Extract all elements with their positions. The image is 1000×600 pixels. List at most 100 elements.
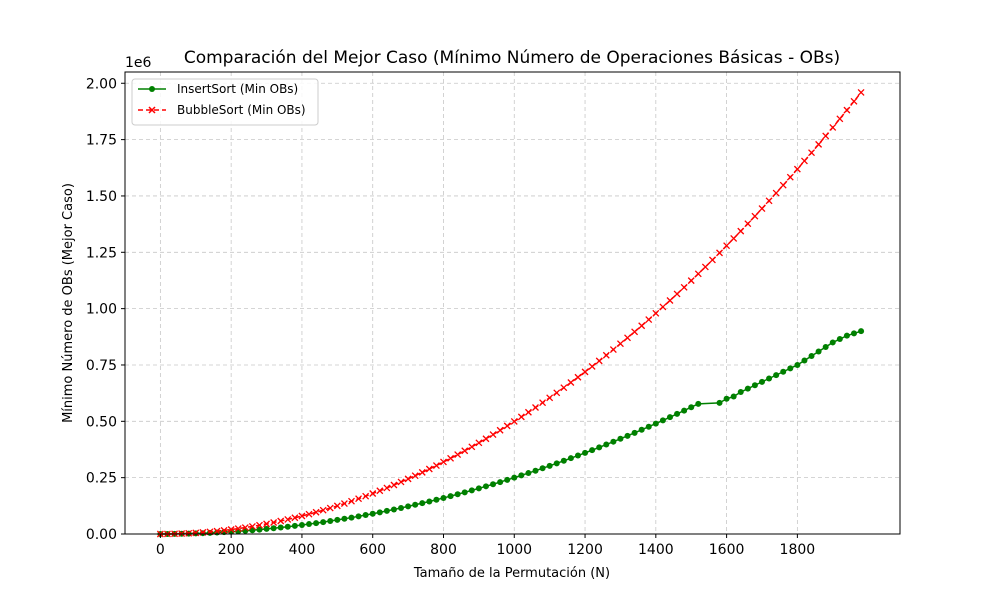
- data-point-bubblesort: [496, 426, 504, 434]
- data-point-insertsort: [376, 509, 383, 516]
- data-point-bubblesort: [277, 517, 285, 525]
- plot-area-frame: [124, 71, 901, 535]
- data-point-insertsort: [461, 489, 468, 496]
- data-point-insertsort: [780, 368, 787, 375]
- data-point-insertsort: [518, 472, 525, 479]
- data-point-bubblesort: [390, 481, 398, 489]
- series-line-bubblesort: [160, 91, 862, 535]
- data-point-bubblesort: [857, 89, 865, 96]
- data-point-bubblesort: [355, 495, 363, 503]
- data-point-bubblesort: [517, 413, 525, 421]
- data-point-bubblesort: [638, 322, 646, 330]
- data-point-bubblesort: [793, 165, 801, 173]
- data-point-insertsort: [773, 372, 780, 379]
- data-point-insertsort: [858, 328, 865, 335]
- data-point-bubblesort: [376, 487, 384, 495]
- data-point-insertsort: [808, 352, 815, 359]
- data-point-bubblesort: [652, 309, 660, 317]
- data-point-insertsort: [412, 501, 419, 508]
- y-tick-label: 1.75: [86, 133, 117, 149]
- data-point-insertsort: [582, 449, 589, 456]
- data-point-bubblesort: [687, 277, 695, 285]
- data-point-insertsort: [744, 385, 751, 392]
- data-point-bubblesort: [369, 490, 377, 497]
- data-point-insertsort: [390, 506, 397, 513]
- data-point-bubblesort: [284, 515, 292, 523]
- data-point-bubblesort: [383, 484, 391, 492]
- data-point-insertsort: [532, 467, 539, 474]
- data-point-bubblesort: [560, 384, 568, 392]
- y-tick-label: 0.75: [86, 358, 117, 374]
- data-point-bubblesort: [440, 458, 447, 466]
- data-point-bubblesort: [539, 399, 547, 407]
- data-point-insertsort: [320, 519, 327, 526]
- data-point-bubblesort: [765, 197, 773, 205]
- x-axis-label: Tamaño de la Permutación (N): [413, 566, 610, 581]
- data-point-bubblesort: [411, 472, 419, 480]
- data-point-bubblesort: [305, 510, 313, 518]
- data-point-insertsort: [341, 515, 348, 522]
- data-point-bubblesort: [574, 373, 582, 381]
- data-point-insertsort: [419, 500, 426, 507]
- data-point-bubblesort: [730, 234, 738, 242]
- data-point-bubblesort: [248, 522, 256, 530]
- data-point-bubblesort: [631, 328, 639, 336]
- data-point-bubblesort: [602, 351, 610, 359]
- x-tick-label: 600: [359, 542, 386, 558]
- data-point-bubblesort: [772, 189, 780, 197]
- data-point-bubblesort: [524, 408, 532, 416]
- x-tick-label: 1200: [567, 542, 603, 558]
- data-point-insertsort: [405, 503, 412, 510]
- data-point-insertsort: [298, 521, 305, 528]
- data-point-insertsort: [383, 507, 390, 514]
- data-point-bubblesort: [298, 512, 306, 520]
- data-point-insertsort: [440, 494, 447, 501]
- data-point-insertsort: [596, 444, 603, 451]
- data-point-insertsort: [511, 474, 518, 481]
- data-point-bubblesort: [815, 140, 823, 148]
- x-tick-label: 200: [218, 542, 245, 558]
- data-point-bubblesort: [220, 526, 228, 534]
- data-point-insertsort: [256, 526, 263, 533]
- y-tick-label: 0.50: [86, 414, 117, 430]
- axis-layer: 0 200 400 600 800 1000 1200 1400 1600 1800 0.00 0.2…: [86, 76, 815, 558]
- data-point-bubblesort: [454, 451, 462, 459]
- data-point-insertsort: [574, 452, 581, 459]
- data-point-insertsort: [822, 343, 829, 350]
- data-point-bubblesort: [319, 506, 327, 514]
- data-point-bubblesort: [263, 520, 271, 528]
- data-point-insertsort: [617, 435, 624, 442]
- data-point-bubblesort: [588, 362, 596, 370]
- data-point-bubblesort: [850, 97, 858, 105]
- data-point-insertsort: [843, 332, 850, 339]
- data-point-insertsort: [560, 457, 567, 464]
- data-point-bubblesort: [256, 521, 263, 529]
- legend: InsertSort (Min OBs) BubbleSort (Min OBs…: [131, 78, 319, 126]
- data-point-insertsort: [751, 382, 758, 389]
- data-point-insertsort: [815, 348, 822, 355]
- chart-title: Comparación del Mejor Caso (Mínimo Númer…: [184, 48, 840, 68]
- legend-box: [131, 78, 319, 126]
- data-point-insertsort: [263, 525, 270, 532]
- data-point-insertsort: [242, 527, 249, 534]
- series-layer: [156, 89, 865, 538]
- legend-insertsort-label: InsertSort (Min OBs): [177, 82, 298, 96]
- data-point-bubblesort: [808, 149, 815, 157]
- y-tick-label: 1.25: [86, 245, 117, 261]
- data-point-insertsort: [723, 395, 730, 402]
- data-point-insertsort: [539, 465, 546, 472]
- data-point-insertsort: [475, 485, 482, 492]
- data-point-bubblesort: [461, 447, 469, 455]
- data-point-bubblesort: [192, 529, 200, 537]
- data-point-insertsort: [801, 357, 808, 364]
- data-point-bubblesort: [241, 524, 249, 531]
- data-point-insertsort: [716, 399, 723, 406]
- data-point-insertsort: [334, 516, 341, 523]
- x-tick-label: 800: [430, 542, 457, 558]
- data-point-insertsort: [766, 375, 773, 382]
- data-point-bubblesort: [701, 263, 709, 271]
- data-point-bubblesort: [532, 404, 539, 411]
- data-point-bubblesort: [291, 514, 299, 522]
- data-point-bubblesort: [546, 394, 554, 402]
